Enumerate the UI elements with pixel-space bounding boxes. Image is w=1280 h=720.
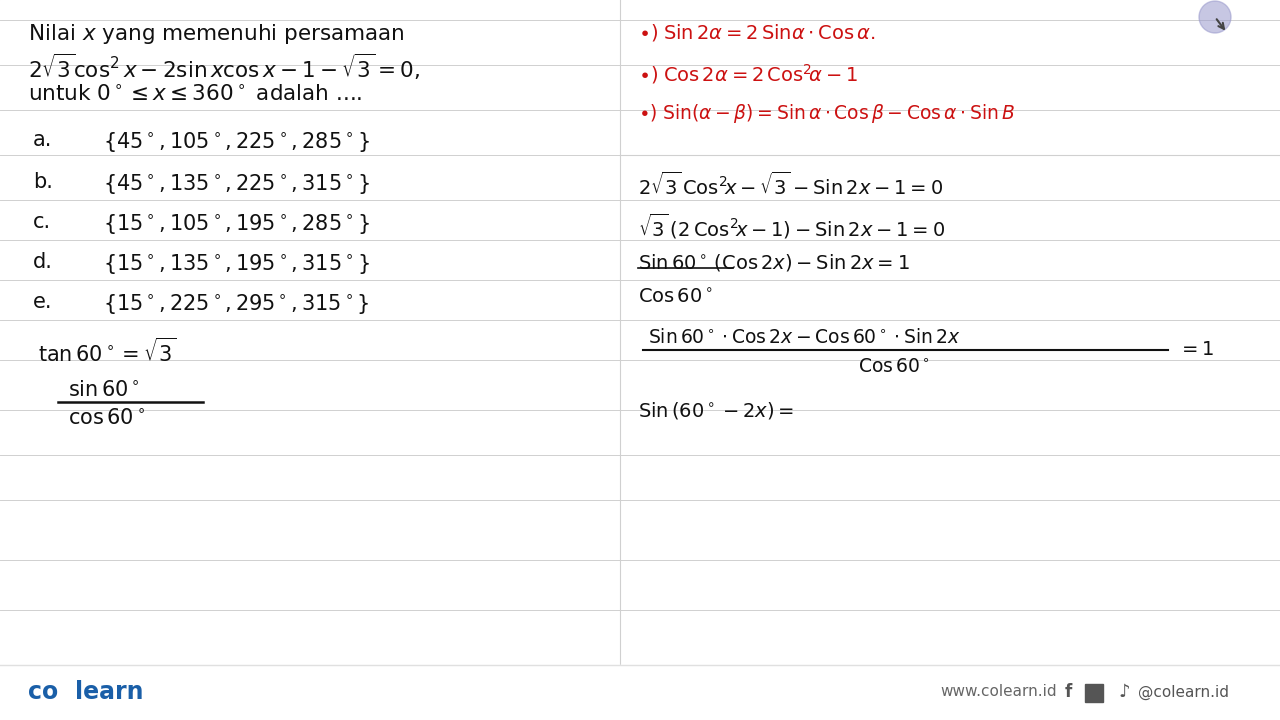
Bar — [1085, 684, 1103, 702]
Text: $\sqrt{3}\,(2\,\mathrm{Cos}^2\!x - 1) - \mathrm{Sin}\,2x - 1 = 0$: $\sqrt{3}\,(2\,\mathrm{Cos}^2\!x - 1) - … — [637, 212, 945, 241]
Text: $\tan 60^\circ = \sqrt{3}$: $\tan 60^\circ = \sqrt{3}$ — [38, 338, 177, 366]
Text: $2\sqrt{3}\cos^2 x - 2\sin x\cos x - 1 - \sqrt{3} = 0,$: $2\sqrt{3}\cos^2 x - 2\sin x\cos x - 1 -… — [28, 52, 420, 82]
Text: $\mathrm{Sin}\,60^\circ\cdot\mathrm{Cos}\,2x - \mathrm{Cos}\,60^\circ\cdot\mathr: $\mathrm{Sin}\,60^\circ\cdot\mathrm{Cos}… — [648, 328, 960, 347]
Text: $\mathrm{Cos}\,60^\circ$: $\mathrm{Cos}\,60^\circ$ — [637, 288, 713, 307]
Text: Nilai $x$ yang memenuhi persamaan: Nilai $x$ yang memenuhi persamaan — [28, 22, 404, 46]
Text: $\cos 60^\circ$: $\cos 60^\circ$ — [68, 408, 145, 428]
Text: a.: a. — [33, 130, 52, 150]
Text: $\bullet)\;\mathrm{Sin}\,2\alpha = 2\,\mathrm{Sin}\alpha \cdot \mathrm{Cos}\,\al: $\bullet)\;\mathrm{Sin}\,2\alpha = 2\,\m… — [637, 22, 876, 43]
Circle shape — [1199, 1, 1231, 33]
Text: c.: c. — [33, 212, 51, 232]
Text: www.colearn.id: www.colearn.id — [940, 685, 1056, 700]
Text: co: co — [28, 680, 59, 704]
Text: f: f — [1065, 683, 1073, 701]
Text: b.: b. — [33, 172, 52, 192]
Text: $\{15^\circ,135^\circ,195^\circ,315^\circ\}$: $\{15^\circ,135^\circ,195^\circ,315^\cir… — [102, 252, 370, 276]
Text: @colearn.id: @colearn.id — [1138, 685, 1229, 700]
Text: $\sin 60^\circ$: $\sin 60^\circ$ — [68, 380, 140, 400]
Text: untuk $0^\circ \leq x \leq 360^\circ$ adalah ....: untuk $0^\circ \leq x \leq 360^\circ$ ad… — [28, 85, 362, 105]
Text: $\{15^\circ,225^\circ,295^\circ,315^\circ\}$: $\{15^\circ,225^\circ,295^\circ,315^\cir… — [102, 292, 370, 316]
Text: d.: d. — [33, 252, 52, 272]
Text: $\{45^\circ,105^\circ,225^\circ,285^\circ\}$: $\{45^\circ,105^\circ,225^\circ,285^\cir… — [102, 130, 370, 154]
Text: e.: e. — [33, 292, 52, 312]
Text: $2\sqrt{3}\,\mathrm{Cos}^2\!x - \sqrt{3} - \mathrm{Sin}\,2x - 1 = 0$: $2\sqrt{3}\,\mathrm{Cos}^2\!x - \sqrt{3}… — [637, 172, 943, 199]
Text: $\mathrm{Sin}\,(60^\circ - 2x) =$: $\mathrm{Sin}\,(60^\circ - 2x) =$ — [637, 400, 794, 421]
Text: $\mathrm{Cos}\,60^\circ$: $\mathrm{Cos}\,60^\circ$ — [858, 357, 931, 376]
Bar — [0, 665, 1280, 720]
Text: learn: learn — [76, 680, 143, 704]
Text: $\{15^\circ,105^\circ,195^\circ,285^\circ\}$: $\{15^\circ,105^\circ,195^\circ,285^\cir… — [102, 212, 370, 236]
Text: ♪: ♪ — [1117, 683, 1129, 701]
Text: $\bullet)\;\mathrm{Cos}\,2\alpha = 2\,\mathrm{Cos}^2\!\alpha - 1$: $\bullet)\;\mathrm{Cos}\,2\alpha = 2\,\m… — [637, 62, 858, 86]
Text: $= 1$: $= 1$ — [1178, 340, 1215, 359]
Text: $\mathrm{Sin}\,60^\circ\,(\mathrm{Cos}\,2x) - \mathrm{Sin}\,2x = 1$: $\mathrm{Sin}\,60^\circ\,(\mathrm{Cos}\,… — [637, 252, 910, 273]
Text: $\bullet)\;\mathrm{Sin}(\alpha-\beta) = \mathrm{Sin}\,\alpha\cdot\mathrm{Cos}\,\: $\bullet)\;\mathrm{Sin}(\alpha-\beta) = … — [637, 102, 1015, 125]
Text: $\{45^\circ,135^\circ,225^\circ,315^\circ\}$: $\{45^\circ,135^\circ,225^\circ,315^\cir… — [102, 172, 370, 196]
